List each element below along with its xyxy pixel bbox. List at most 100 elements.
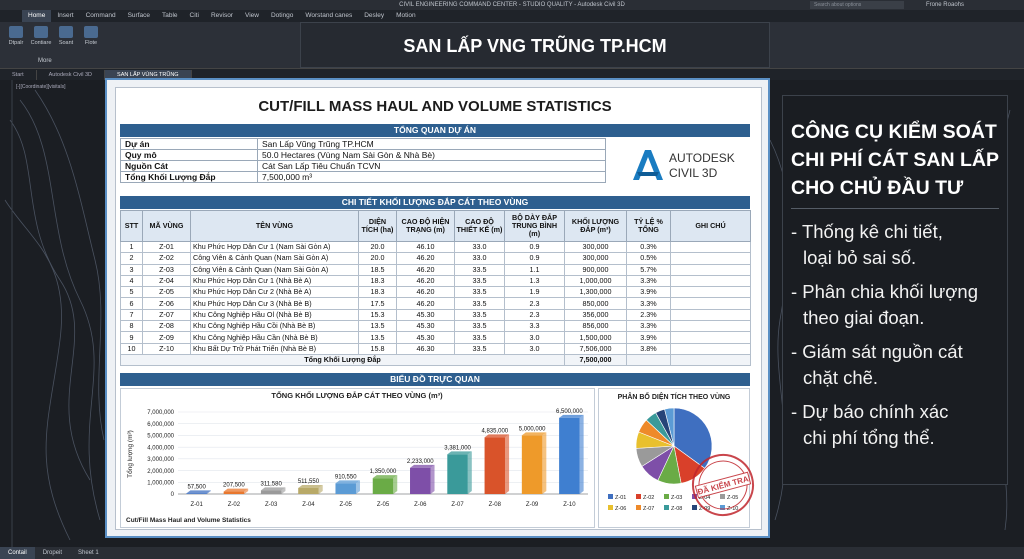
tool-button[interactable]: Soant — [54, 26, 78, 46]
cell: 1,500,000 — [564, 331, 627, 344]
cell: Khu Phức Hợp Dân Cư 2 (Nhà Bè A) — [190, 286, 359, 299]
cell: Khu Công Nghiệp Hầu Cồi (Nhà Bè B) — [190, 320, 359, 333]
side-title: CÔNG CỤ KIỂM SOÁT CHI PHÍ CÁT SAN LẤP CHO … — [791, 118, 1007, 202]
cell: Z-03 — [142, 263, 191, 276]
cell: 3.3 — [504, 320, 565, 333]
x-tick-label: Z-07 — [451, 502, 464, 508]
overview-value: 7,500,000 m³ — [257, 171, 606, 183]
ribbon-tab[interactable]: Insert — [57, 12, 74, 19]
overview-value: Cát San Lấp Tiêu Chuẩn TCVN — [257, 160, 606, 172]
document-tab[interactable]: Autodesk Civil 3D — [37, 70, 106, 80]
cell: 3.9% — [626, 286, 671, 299]
user-name[interactable]: Frone Roaohs — [925, 2, 964, 8]
cell: 45.30 — [396, 308, 455, 322]
cell: 33.5 — [454, 263, 505, 276]
window-title: CIVIL ENGINEERING COMMAND CENTER - STUDI… — [399, 2, 625, 8]
more-button[interactable]: More — [38, 58, 52, 64]
ribbon-tab[interactable]: Revisor — [210, 12, 233, 19]
cell: Khu Công Nghiệp Hầu Cần (Nhà Bè B) — [190, 331, 359, 344]
bar-side — [467, 451, 472, 494]
bullet-line: chặt chẽ. — [803, 367, 879, 388]
cell: 3.8% — [626, 342, 671, 355]
cell: Công Viên & Cảnh Quan (Nam Sài Gòn A) — [190, 252, 359, 265]
legend-swatch — [608, 494, 613, 499]
column-header: STT — [120, 210, 143, 242]
pie-chart: PHÂN BỔ DIỆN TÍCH THEO VÙNG Z-01 Z-02 Z-03… — [598, 388, 750, 528]
legend-label: Z-02 — [643, 495, 654, 501]
cell: 300,000 — [564, 240, 627, 254]
tool-button[interactable]: Dtpalr — [4, 26, 28, 46]
document-tab[interactable]: Start — [0, 70, 37, 80]
y-axis-label: Tổng lượng (m³) — [126, 430, 134, 478]
cell: 7 — [120, 308, 143, 322]
layout-tabs: Contail Dropeit Sheet 1 — [0, 547, 1024, 559]
cell: 46.10 — [396, 240, 455, 254]
tool-icon — [59, 26, 73, 38]
ribbon-tab[interactable]: Command — [85, 12, 116, 19]
overview-value: 50.0 Hectares (Vùng Nam Sài Gòn & Nhà Bè… — [257, 149, 606, 161]
tool-icon — [9, 26, 23, 38]
bar-top — [223, 488, 249, 492]
search-box[interactable]: Search about options — [810, 1, 904, 9]
header-row: STT MÃ VÙNG TÊN VÙNG DIỆN TÍCH (ha) CAO ĐỘ H… — [120, 210, 751, 242]
bar-side — [430, 464, 435, 494]
y-tick-label: 6,000,000 — [147, 422, 174, 428]
layout-tab[interactable]: Sheet 1 — [78, 550, 99, 556]
cell: Z-04 — [142, 274, 191, 288]
column-header: GHI CHÚ — [670, 210, 751, 242]
cell: 33.5 — [454, 320, 505, 333]
cell: 46.20 — [396, 297, 455, 310]
cell — [670, 240, 751, 254]
tool-label: Dtpalr — [8, 40, 24, 46]
tool-button[interactable]: Flote — [79, 26, 103, 46]
layout-tab[interactable]: Dropeit — [42, 550, 63, 556]
overview-label: Quy mô — [120, 149, 258, 161]
x-tick-label: Z-02 — [228, 502, 241, 508]
cell: Khu Phức Hợp Dân Cư 1 (Nhà Bè A) — [190, 274, 359, 288]
ribbon-tab[interactable]: Desley — [364, 12, 385, 19]
data-label: 3,381,000 — [444, 445, 471, 451]
tool-label: Contiare — [30, 40, 52, 46]
ribbon-tab[interactable]: Worstand canes — [305, 12, 353, 19]
cell — [670, 353, 751, 367]
column-header: MÃ VÙNG — [142, 210, 191, 242]
bar-side — [206, 490, 211, 494]
table-row: 9 Z-09 Khu Công Nghiệp Hầu Cần (Nhà Bè B) 1… — [120, 331, 751, 344]
ribbon-tab[interactable]: Home — [22, 10, 52, 22]
y-tick-label: 1,000,000 — [147, 480, 174, 486]
bar-side — [579, 414, 584, 494]
x-tick-label: Z-10 — [563, 502, 576, 508]
bullet-list: - Thống kê chi tiết, loại bỏ sai số. - Phâ… — [783, 219, 1007, 451]
ribbon-tab[interactable]: Table — [162, 12, 178, 19]
legend-swatch — [692, 505, 697, 510]
chart-frame — [120, 388, 595, 528]
ribbon-tab[interactable]: Motion — [396, 12, 416, 19]
bar-top — [335, 480, 360, 484]
total-row: Tổng Khối Lượng Đắp 7,500,000 — [120, 353, 751, 367]
tool-button[interactable]: Contiare — [29, 26, 53, 46]
column-header: CAO ĐỘ THIẾT KẾ (m) — [454, 210, 505, 242]
document-tab[interactable]: SAN LẤP VÙNG TRŨNG — [105, 70, 192, 80]
contour — [19, 99, 101, 521]
ribbon-tab[interactable]: Surface — [127, 12, 150, 19]
viewport-label: [-][Coordinate][visitals] — [16, 84, 66, 90]
bar-top — [559, 414, 584, 418]
column-header: KHỐI LƯỢNG ĐẮP (m³) — [564, 210, 627, 242]
ribbon-tab[interactable]: Citi — [189, 12, 199, 19]
cell: Z-10 — [142, 342, 191, 355]
title-line: CHI PHÍ CÁT SAN LẤP — [791, 149, 1000, 171]
y-tick-label: 4,000,000 — [147, 445, 174, 451]
cell: Khu Công Nghiệp Hầu Ol (Nhà Bè B) — [190, 308, 359, 322]
data-label: 1,350,000 — [370, 469, 397, 475]
section-header: CHI TIẾT KHỐI LƯỢNG ĐẮP CÁT THEO VÙNG — [120, 196, 750, 209]
ribbon-tab[interactable]: Dotingo — [270, 12, 294, 19]
bar — [335, 483, 356, 494]
bar-side — [318, 485, 323, 494]
bar-top — [298, 485, 323, 489]
legend-label: Z-10 — [727, 506, 738, 512]
layout-tab[interactable]: Contail — [0, 547, 35, 559]
ribbon-tab[interactable]: View — [244, 12, 259, 19]
cell: Z-06 — [142, 297, 191, 310]
column-header: TỶ LỆ % TỔNG — [626, 210, 671, 242]
tool-icon — [84, 26, 98, 38]
